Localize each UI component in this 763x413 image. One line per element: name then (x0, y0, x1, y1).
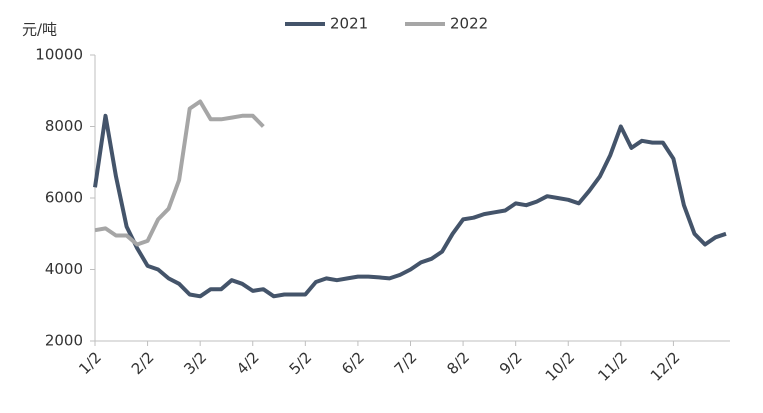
y-tick-label: 2000 (45, 332, 83, 350)
x-tick-label: 11/2 (594, 348, 631, 385)
x-tick-label: 7/2 (391, 348, 421, 378)
y-axis-label: 元/吨 (22, 21, 57, 39)
x-tick-label: 10/2 (542, 348, 579, 385)
legend-label: 2021 (330, 15, 368, 33)
series-line (93, 113, 727, 299)
x-tick-label: 3/2 (180, 348, 210, 378)
y-tick-label: 6000 (45, 189, 83, 207)
x-tick-label: 9/2 (496, 348, 526, 378)
y-tick-label: 10000 (35, 46, 83, 64)
x-tick-label: 8/2 (443, 348, 473, 378)
x-tick-label: 6/2 (338, 348, 368, 378)
x-tick-label: 4/2 (233, 348, 263, 378)
legend-label: 2022 (450, 15, 488, 33)
x-tick-label: 5/2 (286, 348, 316, 378)
x-tick-label: 1/2 (75, 348, 105, 378)
series-line (94, 99, 265, 247)
x-tick-label: 2/2 (128, 348, 158, 378)
x-tick-label: 12/2 (647, 348, 684, 385)
y-tick-label: 4000 (45, 260, 83, 278)
y-tick-label: 8000 (45, 117, 83, 135)
